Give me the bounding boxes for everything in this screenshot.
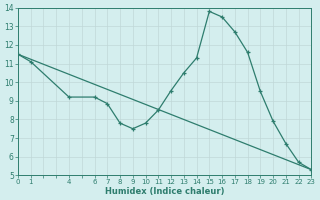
X-axis label: Humidex (Indice chaleur): Humidex (Indice chaleur) [105, 187, 224, 196]
